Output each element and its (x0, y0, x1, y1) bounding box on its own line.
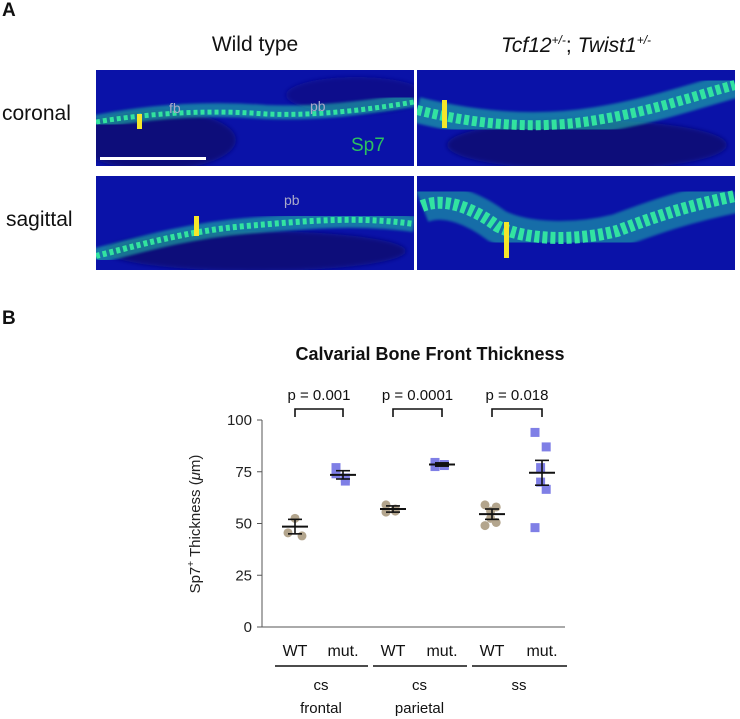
panel-a-letter: A (2, 0, 16, 21)
row-label-sagittal: sagittal (6, 208, 73, 231)
data-point-wt (290, 513, 300, 523)
label-sp7: Sp7 (351, 135, 385, 156)
group-label-line1: ss (512, 677, 527, 694)
mutant-separator: ; (565, 34, 578, 57)
significance-bracket (491, 408, 543, 417)
p-value-label: p = 0.0001 (382, 387, 453, 404)
mutant-gene-2: Twist1 (577, 34, 637, 57)
data-point-mut (331, 463, 341, 473)
y-tick-label: 100 (227, 412, 252, 429)
x-category-label: mut. (327, 643, 358, 660)
data-point-wt (480, 500, 490, 510)
mutant-gene-2-sup: +/- (636, 33, 652, 47)
x-category-label: WT (381, 643, 406, 660)
micrograph-mutant-sagittal (417, 176, 735, 270)
mutant-title: Tcf12+/-; Twist1+/- (417, 33, 735, 58)
data-point-wt (491, 517, 501, 527)
data-point-mut (530, 523, 540, 533)
data-point-mut (536, 463, 546, 473)
x-category-label: WT (480, 643, 505, 660)
data-point-mut (340, 476, 350, 486)
y-tick-label: 0 (244, 619, 252, 636)
data-point-mut (530, 427, 540, 437)
p-value-label: p = 0.001 (288, 387, 351, 404)
data-point-wt (283, 528, 293, 538)
x-category-label: mut. (526, 643, 557, 660)
y-tick-label: 75 (235, 464, 252, 481)
y-axis-label: Sp7+ Thickness (μm) (186, 455, 204, 594)
y-tick-label: 50 (235, 516, 252, 533)
y-tick-label: 25 (235, 567, 252, 584)
group-label-line2: frontal (300, 700, 342, 717)
mutant-gene-1: Tcf12 (500, 34, 552, 57)
label-pb-sagittal: pb (284, 192, 300, 208)
p-value-label: p = 0.018 (486, 387, 549, 404)
group-label-line1: cs (412, 677, 427, 694)
micrograph-mutant-coronal (417, 70, 735, 166)
significance-bracket (294, 408, 344, 417)
data-point-mut (536, 477, 546, 487)
row-label-coronal: coronal (2, 102, 71, 125)
significance-bracket (392, 408, 443, 417)
label-pb-coronal: pb (310, 98, 326, 114)
chart-title: Calvarial Bone Front Thickness (295, 344, 565, 364)
label-fb: fb (169, 100, 181, 116)
data-point-mut (331, 469, 341, 479)
group-label-line2: parietal (395, 700, 444, 717)
data-point-mut (541, 442, 551, 452)
panel-b-letter: B (2, 308, 16, 329)
data-point-wt (297, 531, 307, 541)
data-point-mut (541, 484, 551, 494)
data-point-wt (381, 500, 391, 510)
mutant-gene-1-sup: +/- (551, 33, 566, 47)
group-label-line1: cs (314, 677, 329, 694)
micrograph-wt-sagittal: pb (96, 176, 414, 270)
micrograph-wt-coronal: fb pb Sp7 (96, 70, 414, 166)
x-category-label: mut. (426, 643, 457, 660)
wild-type-title: Wild type (211, 33, 299, 56)
data-point-wt (480, 521, 490, 531)
x-category-label: WT (283, 643, 308, 660)
